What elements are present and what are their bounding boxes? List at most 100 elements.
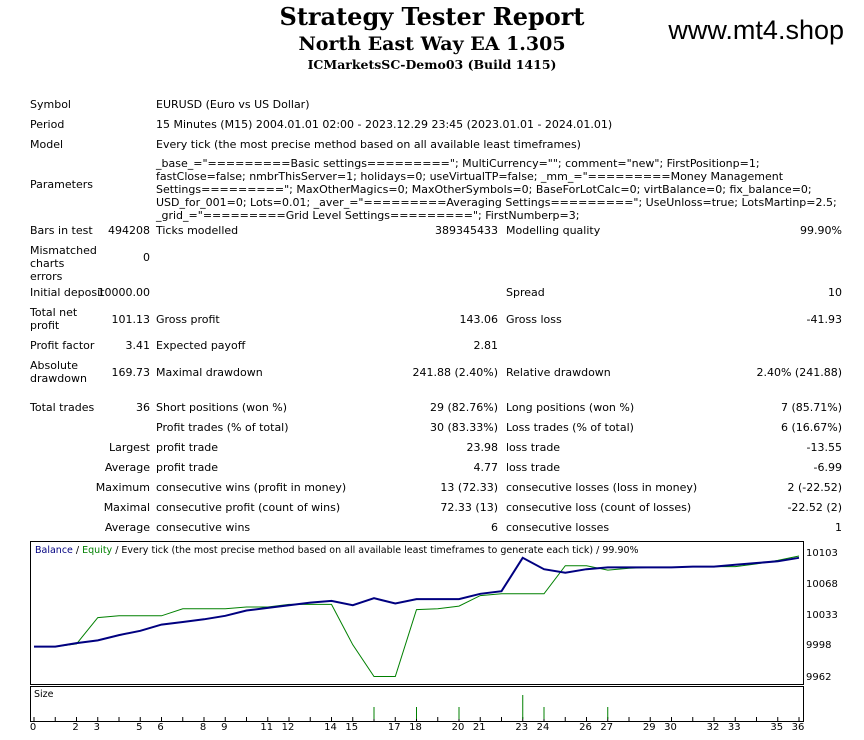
avg-cons-losses-value: 1 [835,521,842,534]
x-tick-label: 6 [157,722,164,733]
y-tick-label: 10068 [806,578,838,590]
loss-trades-label: Loss trades (% of total) [506,421,634,434]
profit-factor-label: Profit factor [30,339,95,352]
average-profit-value: 4.77 [473,461,499,474]
mismatched-label: Mismatched charts errors [30,244,97,283]
x-tick-label: 11 [260,722,274,733]
gross-loss-value: -41.93 [806,313,842,326]
gross-profit-label: Gross profit [156,313,220,326]
deposit-label: Initial deposit [30,286,105,299]
x-tick-label: 20 [451,722,465,733]
y-tick-label: 10033 [806,609,838,621]
chart-caption: Balance / Equity / Every tick (the most … [35,545,639,556]
spread-value: 10 [828,286,842,299]
average-profit-label: profit trade [156,461,219,474]
gross-profit-value: 143.06 [459,313,499,326]
max-cons-losses-value: 2 (-22.52) [787,481,842,494]
rel-drawdown-label: Relative drawdown [506,366,611,379]
model-label: Model [30,138,64,151]
profit-trades-label: Profit trades (% of total) [156,421,289,434]
chart-caption-rest: / Every tick (the most precise method ba… [112,545,639,556]
size-plot [33,695,800,721]
quality-value: 99.90% [800,224,842,237]
balance-equity-chart: Balance / Equity / Every tick (the most … [30,541,804,685]
maximal-profit-value: 72.33 (13) [440,501,498,514]
profit-factor-value: 3.41 [125,339,151,352]
largest-profit-label: profit trade [156,441,219,454]
x-tick-label: 35 [770,722,784,733]
x-tick-label: 32 [706,722,720,733]
average-loss-label: loss trade [506,461,561,474]
largest-loss-value: -13.55 [806,441,842,454]
bars-label: Bars in test [30,224,93,237]
legend-equity: Equity [82,545,113,556]
largest-loss-label: loss trade [506,441,561,454]
abs-drawdown-value: 169.73 [111,366,151,379]
expected-payoff-value: 2.81 [473,339,499,352]
watermark-url: www.mt4.shop [668,15,844,45]
x-tick-label: 36 [791,722,805,733]
short-value: 29 (82.76%) [429,401,498,414]
maximal-profit-label: consecutive profit (count of wins) [156,501,341,514]
max-drawdown-value: 241.88 (2.40%) [412,366,498,379]
average-loss-value: -6.99 [813,461,842,474]
x-tick-label: 15 [345,722,359,733]
average-label: Average [104,461,150,474]
chart-plot [34,555,800,677]
x-tick-label: 29 [642,722,656,733]
expected-payoff-label: Expected payoff [156,339,246,352]
ticks-value: 389345433 [435,224,498,237]
net-profit-label: Total net profit [30,306,78,332]
size-label: Size [34,689,54,700]
ticks-label: Ticks modelled [156,224,239,237]
x-tick-label: 18 [409,722,422,733]
abs-drawdown-label: Absolute drawdown [30,359,87,385]
period-label: Period [30,118,65,131]
avg-cons-losses-label: consecutive losses [506,521,610,534]
loss-trades-value: 6 (16.67%) [780,421,842,434]
x-tick-label: 8 [199,722,207,733]
x-tick-label: 17 [387,722,401,733]
largest-label: Largest [109,441,150,454]
ea-name: North East Way EA 1.305 [298,33,566,55]
x-tick-label: 5 [136,722,143,733]
parameters-label: Parameters [30,178,93,191]
deposit-value: 10000.00 [97,286,151,299]
legend-balance: Balance [35,545,73,556]
y-tick-label: 9998 [806,640,832,652]
legend-separator: / [72,545,83,556]
mismatched-value: 0 [143,251,150,264]
symbol-label: Symbol [30,98,71,111]
max-cons-wins-label: consecutive wins (profit in money) [156,481,347,494]
quality-label: Modelling quality [506,224,601,237]
x-tick-label: 27 [600,722,614,733]
avg-cons-wins-label: consecutive wins [156,521,251,534]
net-profit-value: 101.13 [111,313,151,326]
spread-label: Spread [506,286,545,299]
server-build: ICMarketsSC-Demo03 (Build 1415) [307,57,557,72]
period-value: 15 Minutes (M15) 2004.01.01 02:00 - 2023… [156,118,613,131]
maximal-label: Maximal [103,501,150,514]
y-tick-label: 10103 [806,548,838,559]
largest-profit-value: 23.98 [466,441,499,454]
gross-loss-label: Gross loss [506,313,562,326]
rel-drawdown-value: 2.40% (241.88) [756,366,842,379]
short-label: Short positions (won %) [156,401,288,414]
x-tick-label: 33 [727,722,741,733]
average2-label: Average [104,521,150,534]
x-tick-label: 26 [579,722,592,733]
maximal-loss-label: consecutive loss (count of losses) [506,501,692,514]
series-line-equity [34,555,800,677]
max-drawdown-label: Maximal drawdown [156,366,263,379]
x-tick-label: 3 [93,722,100,733]
long-value: 7 (85.71%) [780,401,842,414]
report-title: Strategy Tester Report [279,2,585,31]
model-value: Every tick (the most precise method base… [156,138,581,151]
symbol-value: EURUSD (Euro vs US Dollar) [156,98,310,111]
parameters-value: _base_="=========Basic settings=========… [156,157,837,222]
maximum-label: Maximum [95,481,150,494]
profit-trades-value: 30 (83.33%) [429,421,498,434]
series-line-balance [34,556,800,648]
x-tick-label: 9 [221,722,228,733]
bars-value: 494208 [108,224,150,237]
